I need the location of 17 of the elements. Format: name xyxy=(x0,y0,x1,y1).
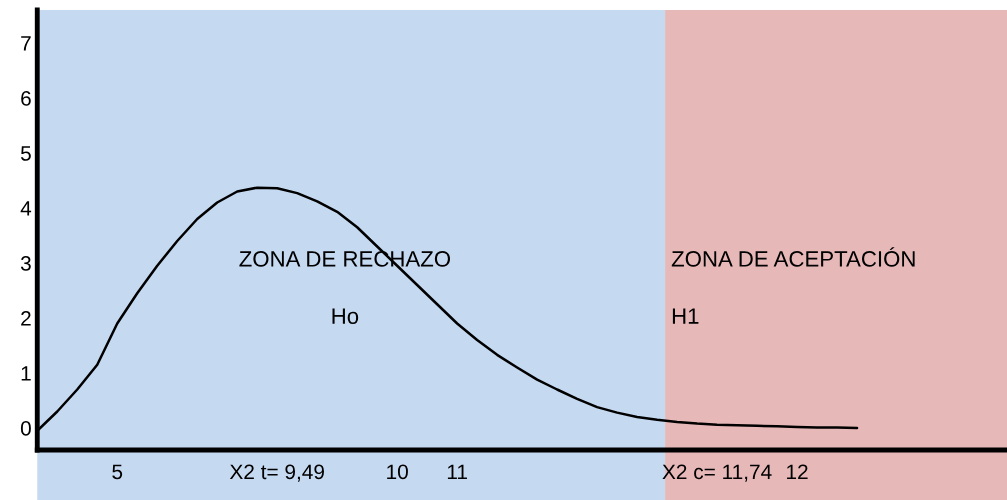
y-tick-label: 7 xyxy=(21,36,31,51)
y-tick-label: 4 xyxy=(20,201,32,216)
y-tick-label: 6 xyxy=(21,91,31,106)
x-tick-label: 10 xyxy=(387,464,408,480)
y-tick-label: 0 xyxy=(20,421,31,436)
x-tick-label: 11 xyxy=(447,464,467,479)
annotation: ZONA DE ACEPTACIÓN xyxy=(671,247,915,267)
y-tick-label: 1 xyxy=(21,366,31,381)
x-tick-label: 5 xyxy=(112,464,123,480)
y-tick-label: 2 xyxy=(21,311,31,326)
annotation: H1 xyxy=(672,308,699,324)
y-tick-label: 5 xyxy=(20,146,31,161)
x-tick-label: X2 t= 9,49 xyxy=(229,464,324,482)
x-tick-label: X2 c= 11,74 xyxy=(662,464,772,482)
y-tick-label: 3 xyxy=(20,256,31,271)
x-tick-label: 12 xyxy=(787,464,808,479)
annotation: Ho xyxy=(332,308,359,324)
